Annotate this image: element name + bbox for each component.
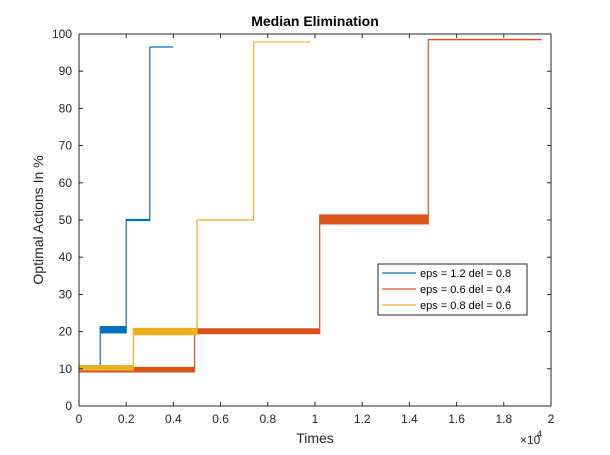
series-band bbox=[79, 365, 134, 371]
y-axis-label: Optimal Actions In % bbox=[30, 155, 46, 284]
x-tick-label: 0.8 bbox=[259, 412, 276, 426]
x-tick-label: 1.6 bbox=[448, 412, 465, 426]
legend: eps = 1.2 del = 0.8 eps = 0.6 del = 0.4 ep… bbox=[377, 263, 528, 316]
chart-title: Median Elimination bbox=[251, 13, 379, 29]
series-band bbox=[100, 326, 127, 334]
series-layer bbox=[79, 38, 542, 373]
x-axis-multiplier-exponent: 4 bbox=[537, 429, 542, 439]
x-tick-label: 1.8 bbox=[495, 412, 512, 426]
y-tick-label: 60 bbox=[59, 176, 73, 190]
y-tick-label: 70 bbox=[59, 139, 73, 153]
series-band bbox=[319, 214, 429, 225]
series-band bbox=[253, 41, 311, 43]
x-tick-label: 0 bbox=[76, 412, 83, 426]
y-tick-label: 80 bbox=[59, 101, 73, 115]
y-tick-label: 10 bbox=[59, 362, 73, 376]
y-tick-label: 30 bbox=[59, 287, 73, 301]
x-axis-multiplier: ×10 bbox=[520, 433, 541, 447]
y-tick-label: 100 bbox=[52, 27, 72, 41]
legend-label: eps = 1.2 del = 0.8 bbox=[420, 268, 511, 280]
y-ticks: 0 10 20 30 40 50 60 70 80 90 100 bbox=[52, 27, 551, 413]
y-tick-label: 40 bbox=[59, 250, 73, 264]
x-tick-label: 1 bbox=[312, 412, 319, 426]
legend-entries: eps = 1.2 del = 0.8 eps = 0.6 del = 0.4 ep… bbox=[382, 268, 511, 312]
series-band bbox=[133, 327, 197, 336]
x-tick-label: 0.6 bbox=[212, 412, 229, 426]
y-tick-label: 50 bbox=[59, 213, 73, 227]
series-band bbox=[428, 38, 542, 41]
x-tick-label: 0.4 bbox=[165, 412, 182, 426]
y-tick-label: 0 bbox=[65, 399, 72, 413]
series-band bbox=[79, 366, 195, 373]
plot-area bbox=[79, 34, 551, 406]
x-axis-label: Times bbox=[296, 430, 334, 446]
series-2 bbox=[79, 38, 542, 373]
legend-label: eps = 0.8 del = 0.6 bbox=[420, 300, 511, 312]
y-tick-label: 90 bbox=[59, 64, 73, 78]
x-tick-label: 0.2 bbox=[118, 412, 135, 426]
x-tick-label: 1.4 bbox=[401, 412, 418, 426]
x-tick-label: 1.2 bbox=[354, 412, 371, 426]
x-tick-label: 2 bbox=[548, 412, 555, 426]
legend-label: eps = 0.6 del = 0.4 bbox=[420, 284, 511, 296]
series-3 bbox=[79, 41, 311, 371]
x-ticks: 0 0.2 0.4 0.6 0.8 1 1.2 1.4 1.6 1.8 2 bbox=[76, 34, 555, 426]
y-tick-label: 20 bbox=[59, 325, 73, 339]
series-band bbox=[194, 328, 320, 335]
series-band bbox=[126, 218, 150, 222]
